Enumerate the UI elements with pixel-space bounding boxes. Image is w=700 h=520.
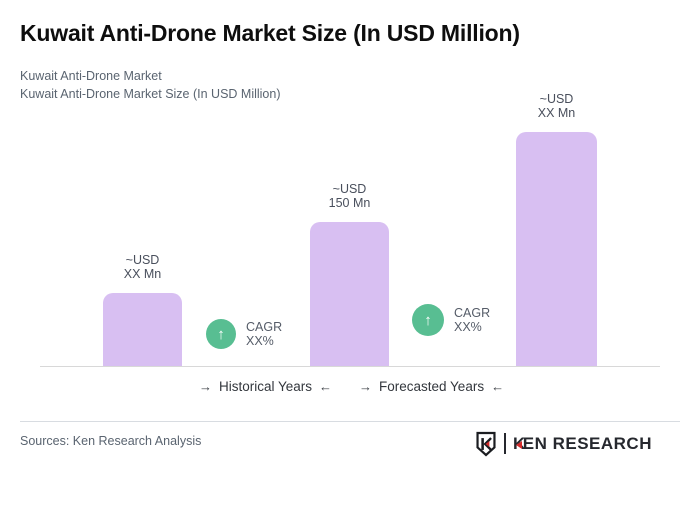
axis-label-historical-years: → Historical Years ←	[199, 379, 332, 394]
left-arrow-icon: ←	[491, 379, 505, 394]
bar-value-line-1: ~USD	[125, 253, 160, 267]
bar-group-forecast: ~USD XX Mn	[516, 92, 597, 366]
left-arrow-icon: ←	[319, 379, 333, 394]
up-arrow-glyph: ↑	[217, 325, 225, 343]
ken-research-logo: KEN RESEARCH	[475, 430, 652, 457]
sources-text: Sources: Ken Research Analysis	[20, 434, 202, 448]
axis-label-forecasted-years: → Forecasted Years ←	[359, 379, 504, 394]
cagr-label: CAGR XX%	[454, 306, 490, 334]
subtitle-line-2: Kuwait Anti-Drone Market Size (In USD Mi…	[20, 87, 281, 101]
wordmark-rest: EN RESEARCH	[522, 433, 652, 453]
bar-historical-1	[103, 293, 182, 366]
bar-value-label: ~USD XX Mn	[538, 92, 576, 120]
cagr-badge-2: ↑ CAGR XX%	[412, 304, 490, 336]
up-arrow-glyph: ↑	[424, 311, 432, 329]
bar-value-label: ~USD XX Mn	[124, 253, 162, 281]
right-arrow-icon: →	[199, 379, 212, 394]
bar-value-line-2: XX Mn	[537, 106, 576, 120]
cagr-line-1: CAGR	[246, 320, 283, 334]
page-title: Kuwait Anti-Drone Market Size (In USD Mi…	[20, 20, 520, 46]
chart-subtitle: Kuwait Anti-Drone Market Kuwait Anti-Dro…	[20, 67, 281, 103]
cagr-line-1: CAGR	[454, 306, 491, 320]
bar-value-line-2: 150 Mn	[328, 196, 371, 210]
bar-value-label: ~USD 150 Mn	[329, 182, 371, 210]
ken-research-wordmark: KEN RESEARCH	[513, 434, 652, 454]
bar-value-line-2: XX Mn	[123, 267, 162, 281]
cagr-label: CAGR XX%	[246, 320, 282, 348]
growth-up-arrow-icon: ↑	[412, 304, 444, 336]
logo-separator	[503, 433, 506, 454]
cagr-line-2: XX%	[246, 334, 274, 348]
footer-divider	[20, 421, 680, 422]
bar-value-line-1: ~USD	[332, 182, 367, 196]
axis-section-label: Historical Years	[219, 379, 313, 394]
bar-forecast	[516, 132, 597, 366]
x-axis-line	[40, 366, 660, 367]
axis-section-label: Forecasted Years	[379, 379, 485, 394]
red-triangle-icon	[515, 440, 522, 449]
bar-group-historical-2: ~USD 150 Mn	[310, 182, 389, 366]
growth-up-arrow-icon: ↑	[206, 319, 236, 349]
bar-historical-2	[310, 222, 389, 366]
right-arrow-icon: →	[359, 379, 372, 394]
ken-research-shield-k-icon	[476, 431, 496, 456]
bar-group-historical-1: ~USD XX Mn	[103, 253, 182, 366]
bar-value-line-1: ~USD	[539, 92, 574, 106]
subtitle-line-1: Kuwait Anti-Drone Market	[20, 69, 162, 83]
cagr-line-2: XX%	[454, 320, 482, 334]
cagr-badge-1: ↑ CAGR XX%	[206, 319, 282, 349]
